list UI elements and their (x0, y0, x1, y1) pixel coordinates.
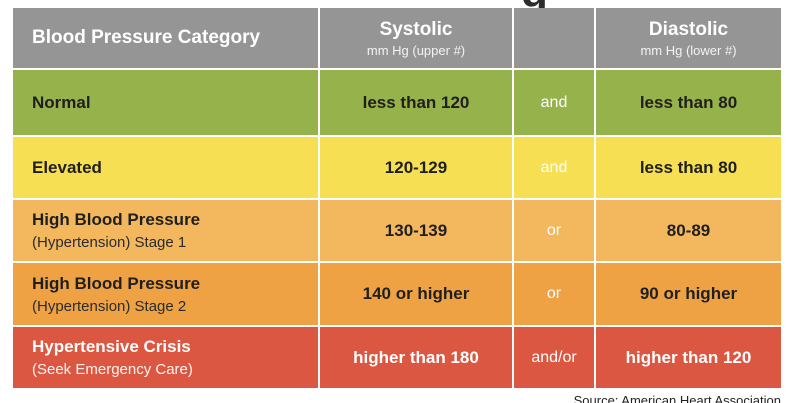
category-name: High Blood Pressure (32, 273, 201, 293)
header-diastolic-label: Diastolic (648, 18, 729, 40)
systolic-value: higher than 180 (353, 347, 479, 367)
conjunction-cell: or (514, 200, 596, 261)
table-row-crisis: Hypertensive Crisis (Seek Emergency Care… (13, 327, 781, 390)
category-subtitle: (Hypertension) Stage 1 (32, 234, 187, 251)
source-credit: Source: American Heart Association (573, 393, 781, 403)
header-category-label: Blood Pressure Category (32, 27, 261, 48)
conjunction-cell: or (514, 263, 596, 325)
table-row-stage-1: High Blood Pressure (Hypertension) Stage… (13, 200, 781, 263)
diastolic-cell: 90 or higher (596, 263, 781, 325)
category-cell: Normal (13, 70, 320, 135)
conjunction-text: and (540, 158, 568, 176)
systolic-value: 130-139 (384, 220, 448, 240)
header-conjunction-cell (514, 8, 596, 68)
table-row-elevated: Elevated 120-129 and less than 80 (13, 137, 781, 200)
category-subtitle: (Seek Emergency Care) (32, 361, 193, 378)
table-row-stage-2: High Blood Pressure (Hypertension) Stage… (13, 263, 781, 327)
systolic-cell: 130-139 (320, 200, 514, 261)
category-name: Hypertensive Crisis (32, 337, 191, 356)
diastolic-cell: higher than 120 (596, 327, 781, 388)
diastolic-cell: less than 80 (596, 70, 781, 135)
systolic-cell: 120-129 (320, 137, 514, 198)
diastolic-value: less than 80 (639, 92, 738, 112)
diastolic-cell: less than 80 (596, 137, 781, 198)
category-subtitle: (Hypertension) Stage 2 (32, 297, 187, 315)
header-systolic-cell: Systolic mm Hg (upper #) (320, 8, 514, 68)
conjunction-text: or (546, 285, 562, 302)
category-cell: High Blood Pressure (Hypertension) Stage… (13, 263, 320, 325)
category-cell: High Blood Pressure (Hypertension) Stage… (13, 200, 320, 261)
title-fragment: g (521, 0, 561, 8)
category-cell: Hypertensive Crisis (Seek Emergency Care… (13, 327, 320, 388)
conjunction-cell: and/or (514, 327, 596, 388)
blood-pressure-table: Blood Pressure Category Systolic mm Hg (… (13, 8, 781, 390)
systolic-cell: 140 or higher (320, 263, 514, 325)
category-name: High Blood Pressure (32, 210, 201, 229)
systolic-value: less than 120 (362, 92, 470, 112)
header-systolic-unit: mm Hg (upper #) (366, 42, 466, 58)
conjunction-cell: and (514, 137, 596, 198)
systolic-cell: less than 120 (320, 70, 514, 135)
table-row-normal: Normal less than 120 and less than 80 (13, 70, 781, 137)
header-diastolic-unit: mm Hg (lower #) (640, 42, 737, 58)
conjunction-text: or (546, 221, 562, 239)
table-header-row: Blood Pressure Category Systolic mm Hg (… (13, 8, 781, 70)
conjunction-text: and (540, 93, 568, 111)
category-name: Normal (32, 92, 91, 112)
category-name: Elevated (32, 157, 102, 177)
systolic-value: 120-129 (384, 157, 448, 177)
systolic-value: 140 or higher (362, 284, 470, 303)
diastolic-value: 90 or higher (639, 284, 738, 303)
conjunction-cell: and (514, 70, 596, 135)
header-systolic-label: Systolic (379, 18, 453, 40)
diastolic-value: less than 80 (639, 157, 738, 177)
diastolic-value: 80-89 (666, 220, 711, 240)
header-category-cell: Blood Pressure Category (13, 8, 320, 68)
conjunction-text: and/or (531, 348, 577, 366)
title-fragment-text: g (521, 0, 561, 8)
header-diastolic-cell: Diastolic mm Hg (lower #) (596, 8, 781, 68)
category-cell: Elevated (13, 137, 320, 198)
diastolic-value: higher than 120 (625, 347, 752, 367)
systolic-cell: higher than 180 (320, 327, 514, 388)
diastolic-cell: 80-89 (596, 200, 781, 261)
